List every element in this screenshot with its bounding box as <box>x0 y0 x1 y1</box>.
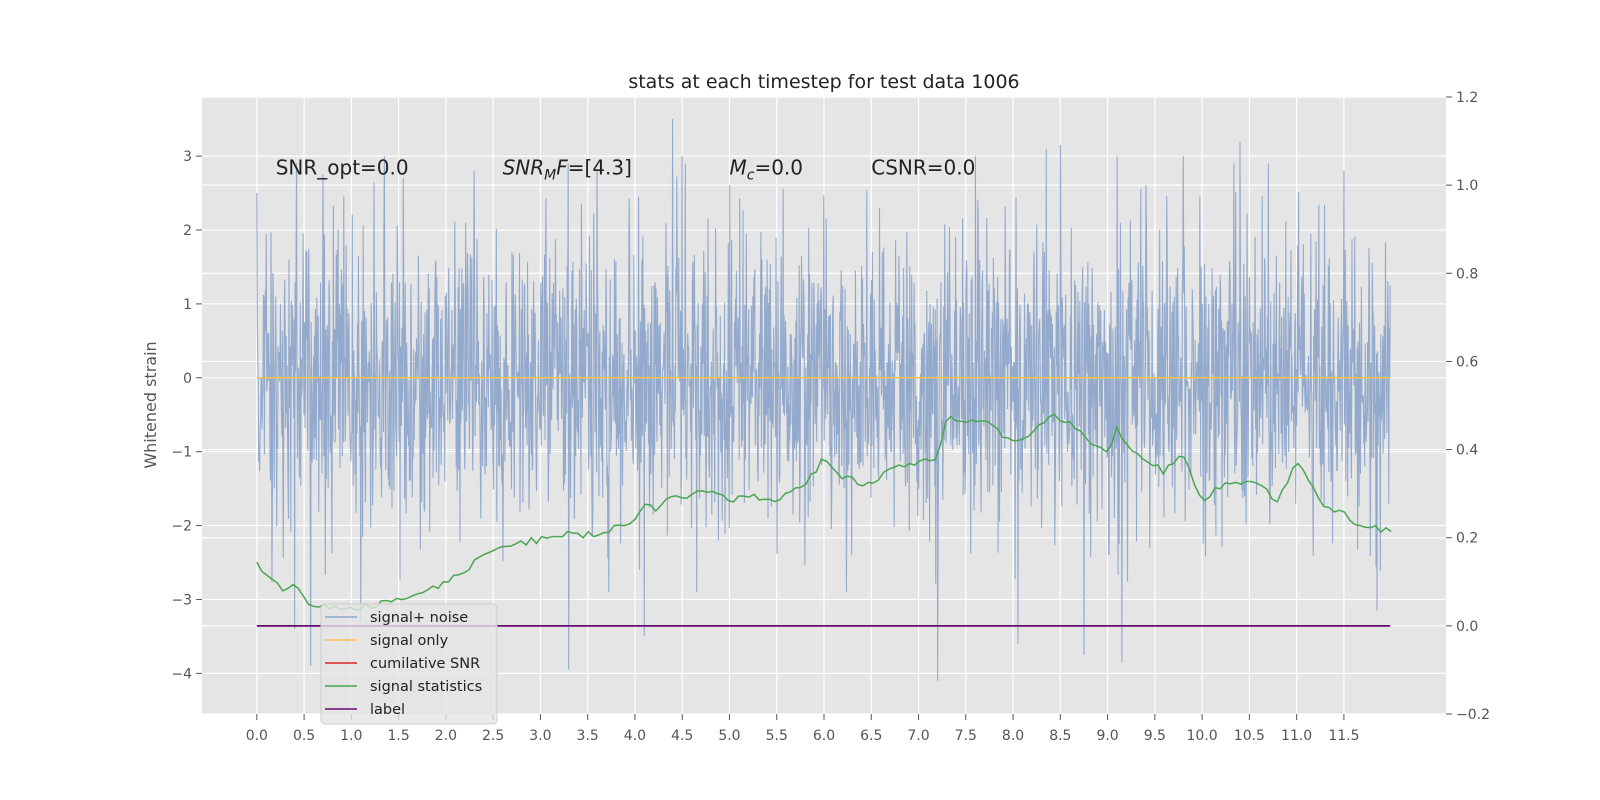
y2-tick-label: 0.6 <box>1456 354 1478 370</box>
annotation-part: SNR_opt=0.0 <box>276 156 409 180</box>
annotation-part: c <box>747 168 755 184</box>
x-tick-label: 3.5 <box>577 728 599 744</box>
annotation-part: M <box>729 156 746 180</box>
y-tick-label: −4 <box>171 666 192 682</box>
x-tick-label: 0.0 <box>246 728 268 744</box>
y-tick-label: 1 <box>183 297 192 313</box>
x-tick-label: 4.0 <box>624 728 646 744</box>
series-layer <box>256 119 1392 681</box>
x-tick-label: 4.5 <box>671 728 693 744</box>
annotation-part: =0.0 <box>754 156 803 180</box>
x-tick-label: 9.5 <box>1144 728 1166 744</box>
y2-tick-label: 0.2 <box>1456 531 1478 547</box>
annotations-layer: SNR_opt=0.0 SNRMF=[4.3] Mc=0.0 CSNR=0.0 <box>276 156 976 184</box>
legend-label: signal statistics <box>370 679 482 695</box>
x-tick-label: 7.0 <box>907 728 929 744</box>
x-tick-label: 2.0 <box>435 728 457 744</box>
y-tick-label: −1 <box>171 445 192 461</box>
y-tick-label: 3 <box>183 149 192 165</box>
annotation-part: CSNR=0.0 <box>871 156 975 180</box>
x-tick-label: 2.5 <box>482 728 504 744</box>
annotation-text: Mc=0.0 <box>729 156 803 184</box>
x-tick-label: 8.0 <box>1002 728 1024 744</box>
x-tick-label: 11.0 <box>1281 728 1312 744</box>
y2-tick-label: 0.0 <box>1456 619 1478 635</box>
legend-label: label <box>370 702 405 718</box>
annotation-text: SNRMF=[4.3] <box>503 156 632 184</box>
annotation-part: M <box>544 168 556 184</box>
chart-title: stats at each timestep for test data 100… <box>628 71 1019 93</box>
x-tick-label: 9.0 <box>1096 728 1118 744</box>
x-tick-label: 6.5 <box>860 728 882 744</box>
y2-tick-label: 1.0 <box>1456 178 1478 194</box>
x-tick-label: 5.5 <box>766 728 788 744</box>
x-tick-label: 8.5 <box>1049 728 1071 744</box>
y2-tick-label: −0.2 <box>1456 707 1490 723</box>
y-tick-label: 2 <box>183 223 192 239</box>
x-tick-label: 10.5 <box>1234 728 1265 744</box>
x-tick-label: 1.5 <box>387 728 409 744</box>
y-tick-label: 0 <box>183 371 192 387</box>
x-tick-label: 1.0 <box>340 728 362 744</box>
annotation-text: SNR_opt=0.0 <box>276 156 409 180</box>
annotation-text: CSNR=0.0 <box>871 156 975 180</box>
y-axis-label: Whitened strain <box>141 341 160 468</box>
y-tick-label: −2 <box>171 519 192 535</box>
annotation-part: SNR <box>503 156 545 180</box>
y-tick-label: −3 <box>171 592 192 608</box>
x-tick-label: 11.5 <box>1328 728 1359 744</box>
annotation-part: =[4.3] <box>568 156 632 180</box>
annotation-part: F <box>556 156 568 180</box>
series-signal-statistics-line <box>256 413 1392 611</box>
series-signal-noise-line <box>256 119 1391 681</box>
x-tick-label: 10.0 <box>1187 728 1218 744</box>
legend-label: cumilative SNR <box>370 656 480 672</box>
axes-layer: 0.0 0.5 1.0 1.5 2.0 2.5 3.0 3.5 4.0 4.5 5.0 5.5 6.0 6… <box>171 90 1490 744</box>
x-tick-label: 6.0 <box>813 728 835 744</box>
legend-box <box>320 603 498 725</box>
x-tick-label: 0.5 <box>293 728 315 744</box>
y2-tick-label: 0.8 <box>1456 266 1478 282</box>
y2-tick-label: 1.2 <box>1456 90 1478 106</box>
legend-label: signal only <box>370 633 449 649</box>
x-tick-label: 3.0 <box>529 728 551 744</box>
x-tick-label: 7.5 <box>955 728 977 744</box>
legend-label: signal+ noise <box>370 610 468 626</box>
y2-tick-label: 0.4 <box>1456 443 1478 459</box>
legend: signal+ noise signal only cumilative SNR si… <box>320 603 498 725</box>
x-tick-label: 5.0 <box>718 728 740 744</box>
